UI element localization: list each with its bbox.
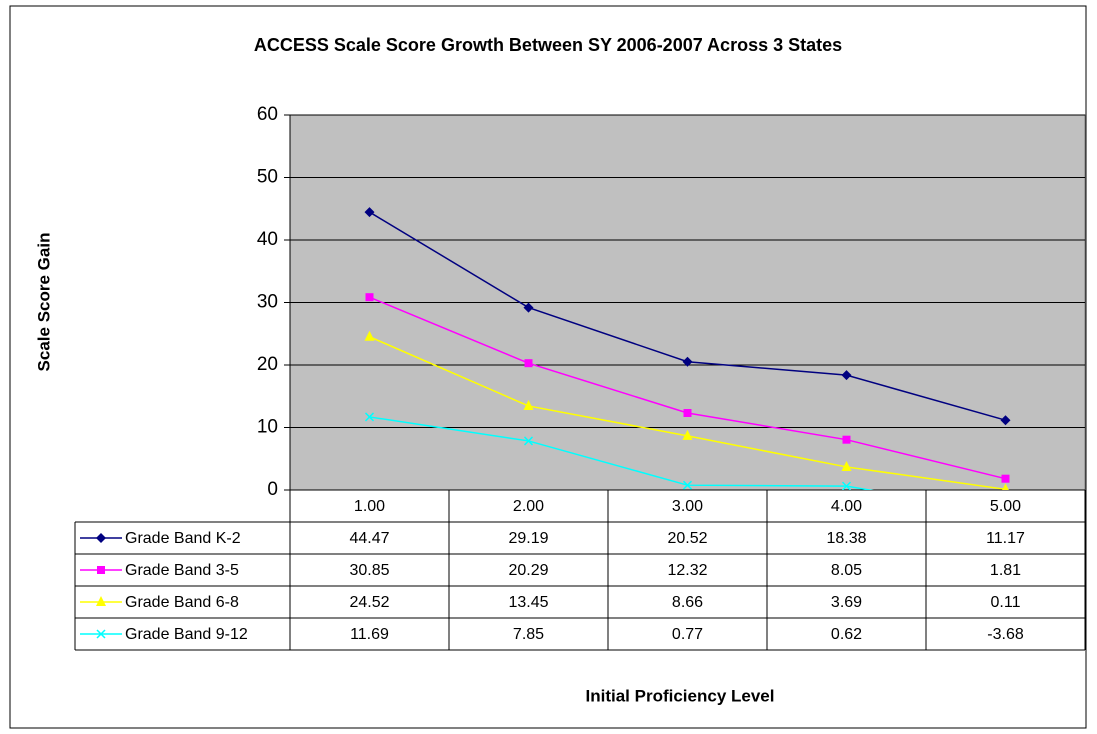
table-value: 29.19 [508, 530, 548, 547]
x-tick-label: 5.00 [990, 498, 1021, 515]
series-group [365, 293, 1010, 483]
marker [682, 480, 693, 490]
y-tick-label: 40 [257, 229, 278, 250]
x-tick-label: 2.00 [513, 498, 544, 515]
table-value: 18.38 [826, 530, 866, 547]
table-value: 8.05 [831, 562, 862, 579]
table-value: 20.52 [667, 530, 707, 547]
legend-label: Grade Band 6-8 [125, 594, 239, 611]
marker [365, 293, 374, 302]
marker [682, 429, 693, 440]
table-value: 0.11 [991, 594, 1021, 611]
legend-label: Grade Band K-2 [125, 530, 241, 547]
table-value: 12.32 [667, 562, 707, 579]
y-tick-label: 50 [257, 167, 278, 188]
marker [682, 356, 693, 367]
marker [683, 409, 692, 417]
marker [96, 596, 106, 606]
table-value: 0.62 [831, 626, 862, 643]
marker [524, 359, 533, 368]
marker [1002, 483, 1009, 490]
chart-title: ACCESS Scale Score Growth Between SY 200… [254, 35, 842, 55]
table-value: 20.29 [508, 562, 548, 579]
y-tick-label: 20 [257, 354, 278, 375]
table-value: 44.47 [349, 530, 389, 547]
marker [842, 435, 851, 444]
table-value: -3.68 [987, 626, 1024, 643]
x-tick-label: 1.00 [354, 498, 385, 515]
marker [364, 330, 375, 341]
marker [841, 481, 852, 490]
y-axis-title: Scale Score Gain [34, 233, 53, 372]
marker [523, 436, 534, 446]
marker [96, 533, 106, 543]
table-value: 30.85 [349, 562, 389, 579]
x-tick-label: 4.00 [831, 498, 862, 515]
x-tick-label: 3.00 [672, 498, 703, 515]
table-value: 0.77 [672, 626, 703, 643]
table-value: 24.52 [349, 594, 389, 611]
table-value: 3.69 [831, 594, 862, 611]
y-tick-label: 10 [257, 417, 278, 438]
legend-label: Grade Band 9-12 [125, 626, 248, 643]
marker [364, 207, 375, 218]
series-group [364, 207, 1011, 426]
table-value: 11.17 [986, 530, 1025, 547]
table-value: 13.45 [508, 594, 548, 611]
marker [523, 399, 534, 410]
y-tick-label: 0 [267, 479, 278, 500]
x-axis-title: Initial Proficiency Level [586, 686, 775, 705]
table-value: 1.81 [990, 562, 1021, 579]
legend-label: Grade Band 3-5 [125, 562, 239, 579]
table-value: 7.85 [513, 626, 544, 643]
series-group [364, 412, 874, 490]
marker [841, 370, 852, 381]
y-tick-label: 60 [257, 104, 278, 125]
marker [96, 629, 106, 639]
marker [1001, 474, 1010, 483]
table-value: 8.66 [672, 594, 703, 611]
series-group [364, 330, 1009, 490]
marker [364, 412, 375, 422]
y-tick-label: 30 [257, 292, 278, 313]
marker [97, 566, 105, 574]
marker [841, 460, 852, 471]
table-value: 11.69 [350, 626, 389, 643]
marker [523, 302, 534, 313]
marker [1000, 415, 1011, 426]
